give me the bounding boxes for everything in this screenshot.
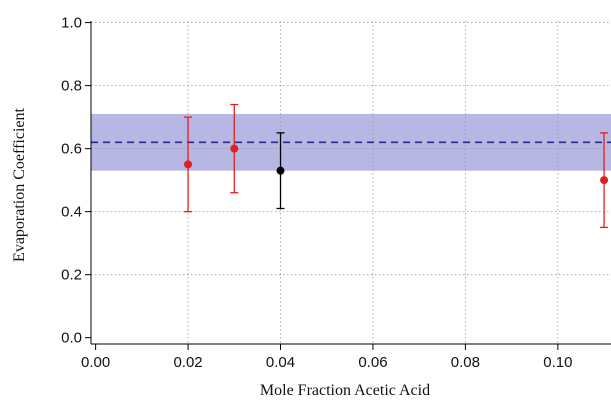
x-tick-label: 0.04 <box>266 354 295 371</box>
data-point <box>230 144 239 153</box>
x-tick-label: 0.06 <box>358 354 387 371</box>
data-point <box>276 166 285 175</box>
y-tick-label: 0.8 <box>61 78 82 95</box>
data-point <box>184 160 193 169</box>
x-tick-label: 0.08 <box>451 354 480 371</box>
y-tick-label: 0.4 <box>61 204 82 221</box>
x-tick-label: 0.10 <box>543 354 572 371</box>
data-layer <box>184 103 609 229</box>
data-point <box>600 176 609 185</box>
y-axis-title: Evaporation Coefficient <box>11 108 28 262</box>
y-tick-label: 1.0 <box>61 15 82 32</box>
x-tick-label: 0.02 <box>173 354 202 371</box>
y-tick-label: 0.0 <box>61 330 82 347</box>
axes-layer: 0.0 0.2 0.4 0.6 0.8 1.0 0.00 0.02 0.04 0.06 0.08 0.… <box>61 15 611 371</box>
y-tick-label: 0.6 <box>61 141 82 158</box>
grid-layer <box>91 21 611 344</box>
y-tick-label: 0.2 <box>61 267 82 284</box>
x-tick-label: 0.00 <box>81 354 110 371</box>
x-axis-title: Mole Fraction Acetic Acid <box>260 382 430 399</box>
